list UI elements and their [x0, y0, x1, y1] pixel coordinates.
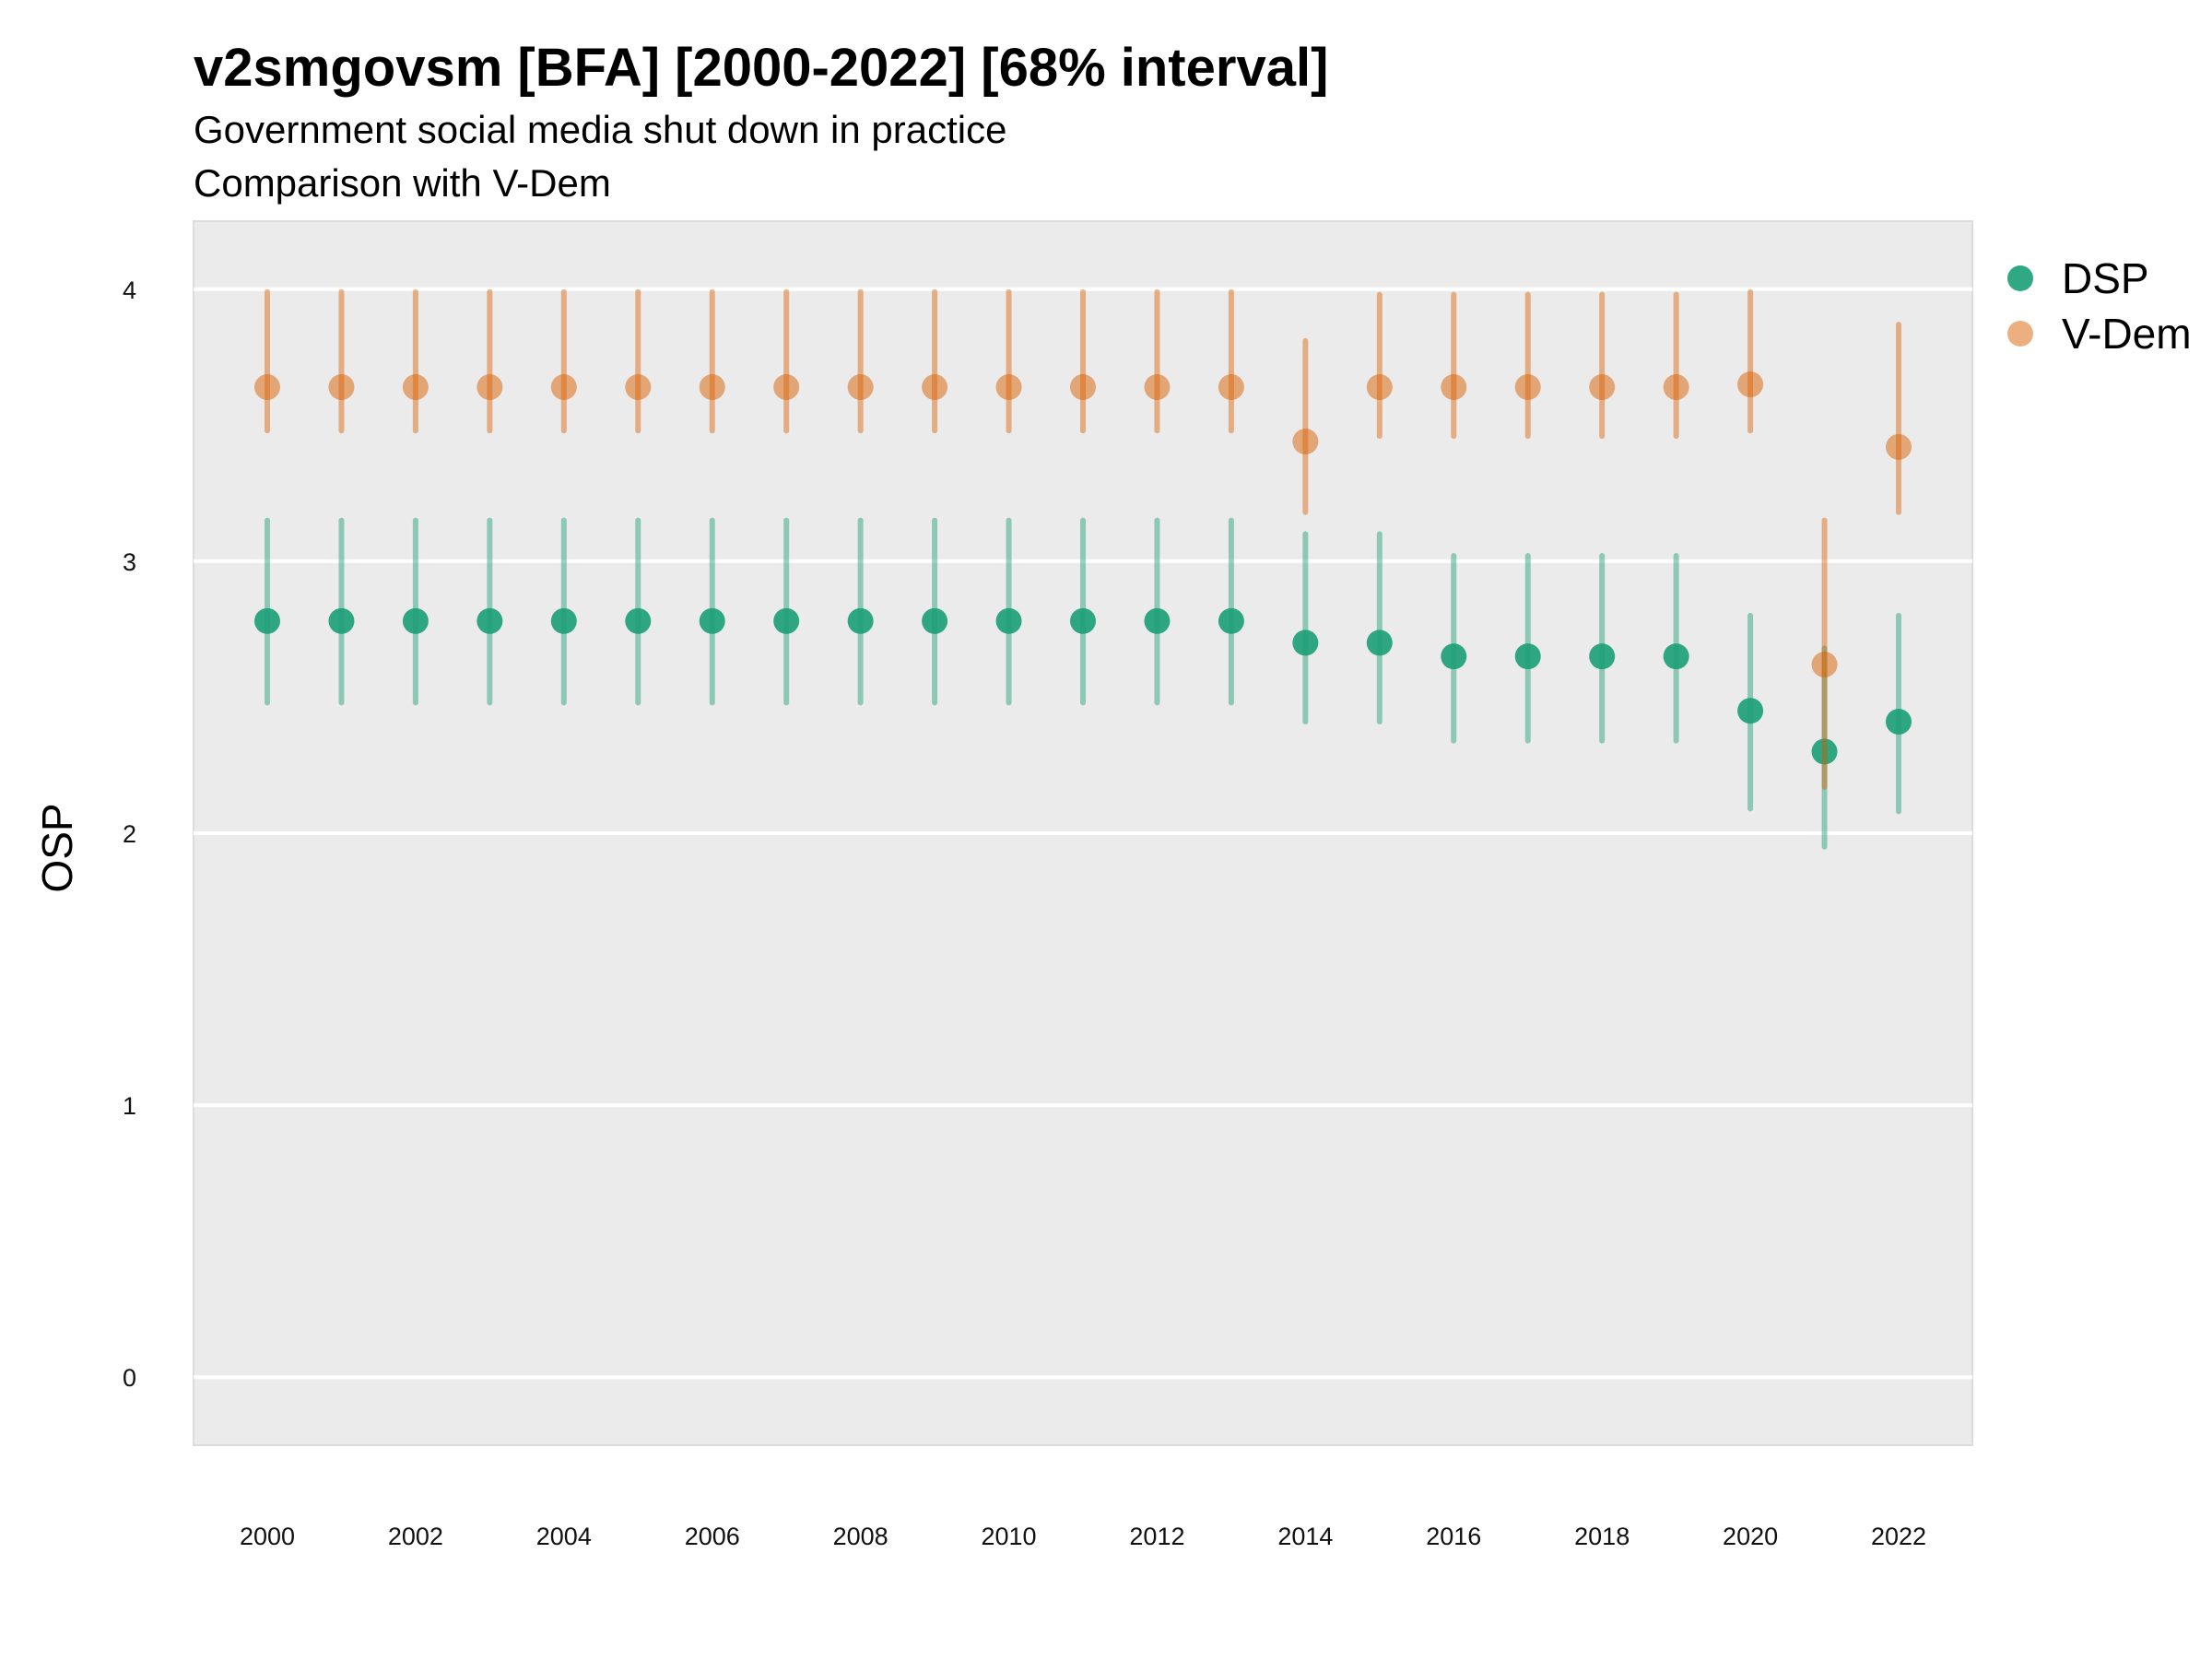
x-tick-label: 2016 — [1426, 1523, 1481, 1550]
point-dsp — [625, 607, 652, 634]
point-dsp — [1441, 643, 1467, 670]
point-vdem — [922, 374, 948, 401]
y-tick-label: 2 — [123, 820, 136, 848]
point-vdem — [995, 374, 1022, 401]
point-dsp — [1070, 607, 1096, 634]
y-tick-label: 0 — [123, 1364, 136, 1392]
grid-lines — [194, 287, 1972, 1380]
point-dsp — [550, 607, 577, 634]
point-vdem — [1441, 374, 1467, 401]
x-tick-label: 2000 — [240, 1523, 295, 1550]
point-vdem — [1144, 374, 1171, 401]
point-vdem — [625, 374, 652, 401]
point-vdem — [1218, 374, 1244, 401]
legend-marker-vdem — [2007, 321, 2033, 347]
point-vdem — [1292, 429, 1319, 455]
data-series — [254, 288, 1912, 850]
point-dsp — [328, 607, 355, 634]
point-vdem — [773, 374, 800, 401]
point-vdem — [254, 374, 280, 401]
x-tick-label: 2014 — [1277, 1523, 1333, 1550]
x-tick-label: 2004 — [536, 1523, 592, 1550]
series-dsp — [254, 517, 1912, 850]
point-dsp — [995, 607, 1022, 634]
point-dsp — [1366, 629, 1393, 656]
x-tick-label: 2020 — [1723, 1523, 1778, 1550]
point-vdem — [847, 374, 874, 401]
point-vdem — [1070, 374, 1096, 401]
chart-title: v2smgovsm [BFA] [2000-2022] [68% interva… — [194, 38, 1328, 98]
x-axis-ticks: 2000 2002 2004 2006 2008 2010 2012 2014 2016 2018… — [240, 1523, 1926, 1550]
legend-label-vdem: V-Dem — [2062, 310, 2192, 358]
point-vdem — [550, 374, 577, 401]
point-vdem — [1886, 433, 1912, 460]
y-axis-ticks: 0 1 2 3 4 — [123, 276, 136, 1392]
point-dsp — [922, 607, 948, 634]
point-dsp — [1292, 629, 1319, 656]
series-vdem — [254, 288, 1912, 790]
point-dsp — [1514, 643, 1541, 670]
point-dsp — [1737, 698, 1764, 724]
point-dsp — [1886, 709, 1912, 735]
point-vdem — [699, 374, 725, 401]
x-tick-label: 2008 — [833, 1523, 888, 1550]
legend: DSP V-Dem — [2007, 254, 2192, 358]
point-vdem — [1737, 371, 1764, 398]
x-tick-label: 2006 — [685, 1523, 740, 1550]
point-dsp — [847, 607, 874, 634]
x-tick-label: 2022 — [1871, 1523, 1926, 1550]
point-vdem — [1514, 374, 1541, 401]
chart-subtitle-line-2: Comparison with V-Dem — [194, 161, 611, 205]
point-dsp — [1811, 738, 1838, 765]
x-tick-label: 2010 — [982, 1523, 1037, 1550]
point-dsp — [773, 607, 800, 634]
point-dsp — [699, 607, 725, 634]
x-tick-label: 2018 — [1574, 1523, 1630, 1550]
point-vdem — [1663, 374, 1689, 401]
point-vdem — [1811, 652, 1838, 678]
point-vdem — [402, 374, 429, 401]
x-tick-label: 2002 — [388, 1523, 443, 1550]
legend-label-dsp: DSP — [2062, 254, 2149, 302]
point-vdem — [1366, 374, 1393, 401]
y-axis-label: OSP — [33, 803, 81, 892]
point-vdem — [328, 374, 355, 401]
point-vdem — [477, 374, 503, 401]
point-dsp — [477, 607, 503, 634]
point-vdem — [1589, 374, 1616, 401]
point-dsp — [254, 607, 280, 634]
point-dsp — [1589, 643, 1616, 670]
point-dsp — [1663, 643, 1689, 670]
point-dsp — [1144, 607, 1171, 634]
x-tick-label: 2012 — [1129, 1523, 1184, 1550]
point-dsp — [402, 607, 429, 634]
chart-subtitle-line-1: Government social media shut down in pra… — [194, 108, 1006, 151]
y-tick-label: 4 — [123, 276, 136, 304]
y-tick-label: 1 — [123, 1092, 136, 1120]
y-tick-label: 3 — [123, 548, 136, 576]
point-dsp — [1218, 607, 1244, 634]
legend-marker-dsp — [2007, 265, 2033, 291]
